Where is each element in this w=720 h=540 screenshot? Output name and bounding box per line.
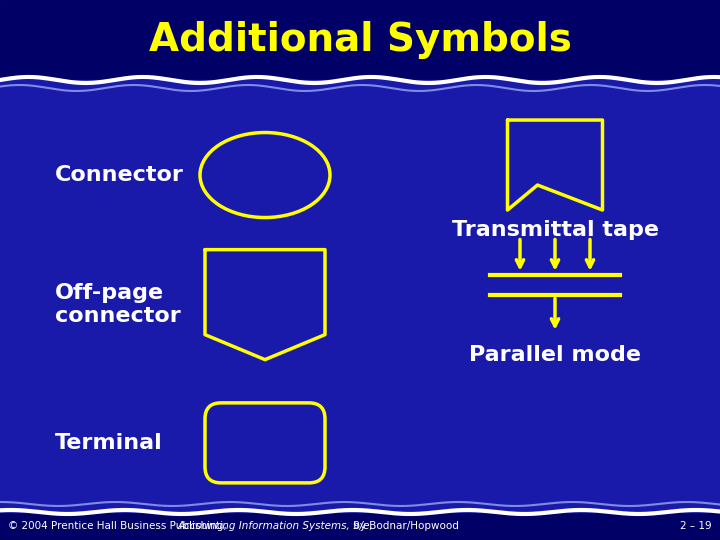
Text: Accounting Information Systems, 9/e,: Accounting Information Systems, 9/e, [178,521,374,531]
Text: © 2004 Prentice Hall Business Publishing,: © 2004 Prentice Hall Business Publishing… [8,521,227,531]
Text: 2 – 19: 2 – 19 [680,521,712,531]
Text: Terminal: Terminal [55,433,163,453]
Bar [0,80,720,512]
Text: Connector: Connector [55,165,184,185]
Text: Transmittal tape: Transmittal tape [451,220,659,240]
Text: Parallel mode: Parallel mode [469,345,641,364]
Text: by Bodnar/Hopwood: by Bodnar/Hopwood [350,521,459,531]
Text: Off-page
connector: Off-page connector [55,283,181,326]
Text: Additional Symbols: Additional Symbols [148,21,572,59]
